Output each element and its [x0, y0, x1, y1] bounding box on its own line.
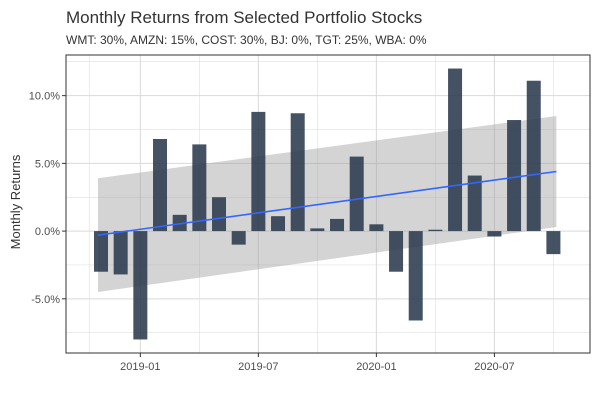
bar-2019-12: [349, 156, 364, 232]
x-tick-label: 2020-07: [474, 361, 514, 373]
bar-2020-05: [448, 68, 463, 232]
bar-2019-05: [212, 197, 227, 232]
y-tick-label: 5.0%: [35, 158, 60, 170]
bar-2018-12: [113, 231, 128, 275]
bar-2018-11: [94, 231, 108, 272]
bar-2019-03: [172, 214, 187, 232]
trend-line: [97, 170, 557, 236]
bar-2019-09: [290, 113, 305, 232]
x-tick-label: 2020-01: [356, 361, 396, 373]
y-tick-label: 10.0%: [29, 91, 60, 103]
bar-2020-04: [428, 229, 443, 232]
bar-2020-01: [369, 224, 384, 232]
axes-layer: -5.0% 0.0% 5.0% 10.0% 2019-01 2019-07 2020-01 2…: [29, 54, 591, 373]
y-tick-label: 0.0%: [35, 226, 60, 238]
bar-2019-01: [133, 231, 148, 340]
bar-2019-02: [153, 138, 168, 232]
x-tick-label: 2019-07: [238, 361, 278, 373]
chart-subtitle: WMT: 30%, AMZN: 15%, COST: 30%, BJ: 0%, …: [66, 33, 427, 47]
bar-2019-06: [231, 231, 246, 245]
bar-2019-08: [271, 216, 286, 232]
bars-layer: [94, 68, 561, 340]
chart-title: Monthly Returns from Selected Portfolio …: [66, 8, 423, 27]
bar-2019-04: [192, 144, 207, 232]
bar-2020-10: [546, 231, 561, 255]
panel-border: [65, 54, 591, 354]
bar-2020-07: [487, 231, 502, 237]
bar-2020-08: [507, 120, 522, 232]
bar-2020-03: [408, 231, 423, 321]
bar-2019-10: [310, 228, 325, 232]
y-tick-label: -5.0%: [31, 294, 60, 306]
bar-2020-09: [526, 80, 541, 232]
y-axis-title: Monthly Returns: [8, 154, 23, 249]
bar-2019-11: [330, 218, 345, 232]
trend-line-layer: [97, 170, 557, 236]
x-tick-label: 2019-01: [120, 361, 160, 373]
bar-2020-02: [389, 231, 404, 272]
bar-2019-07: [251, 111, 266, 232]
bar-2020-06: [467, 175, 482, 232]
